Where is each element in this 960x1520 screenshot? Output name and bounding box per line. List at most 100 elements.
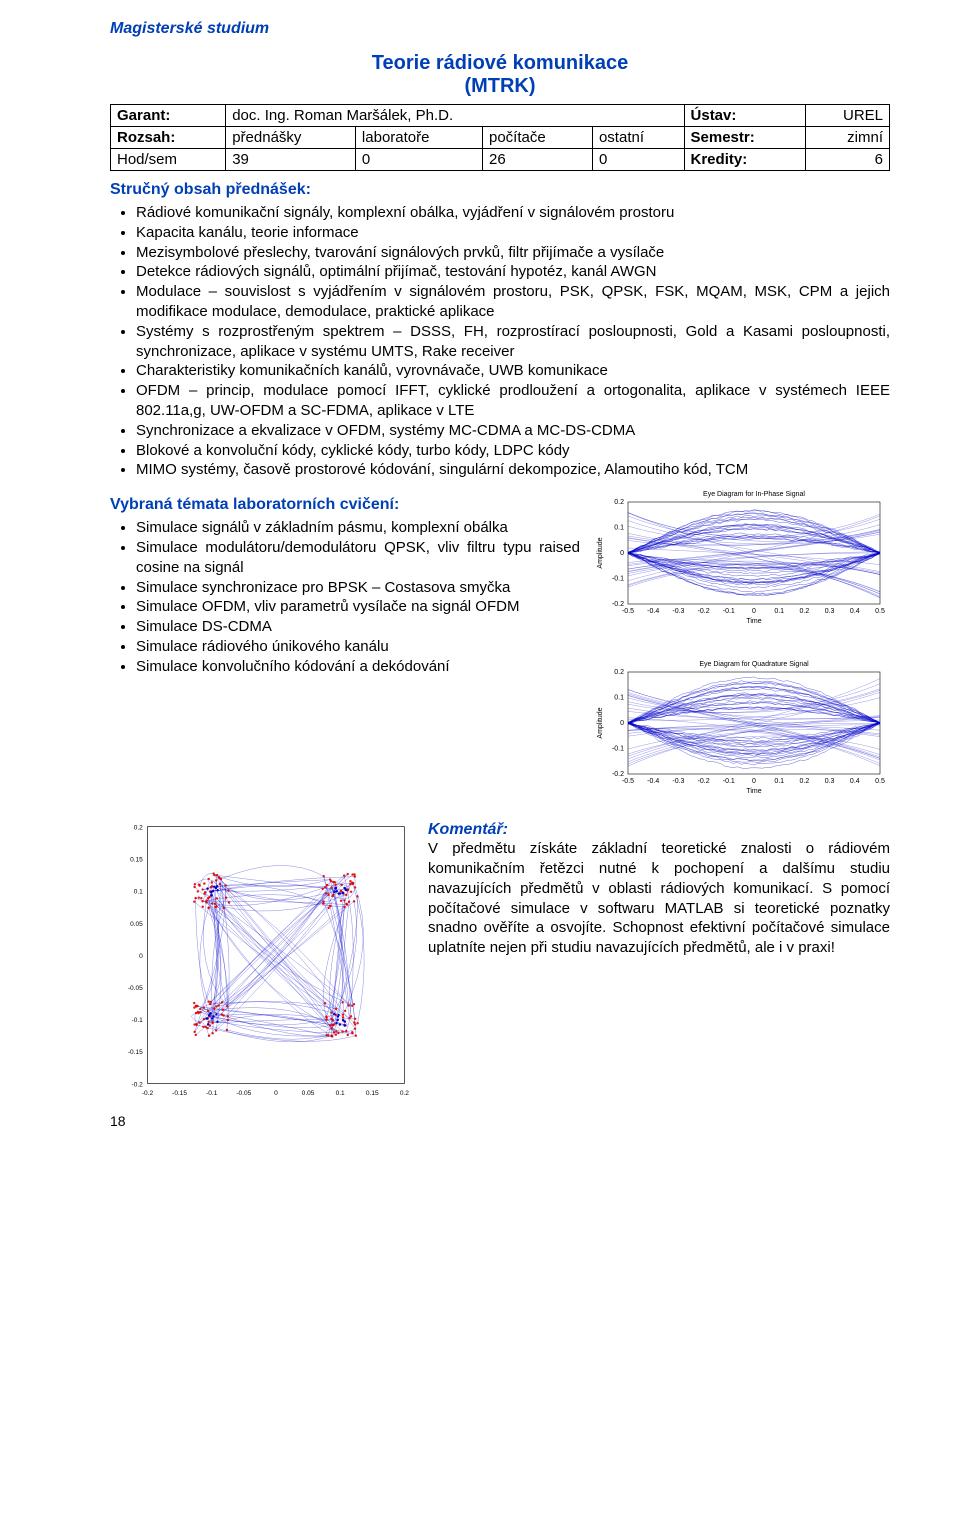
svg-text:-0.2: -0.2 xyxy=(142,1090,154,1097)
svg-text:Amplitude: Amplitude xyxy=(597,707,604,738)
svg-text:-0.2: -0.2 xyxy=(698,608,710,615)
list-item: Simulace rádiového únikového kanálu xyxy=(136,637,580,657)
svg-text:-0.1: -0.1 xyxy=(723,778,735,785)
semestr-label: Semestr: xyxy=(684,127,806,149)
svg-text:0.2: 0.2 xyxy=(614,669,624,676)
list-item: Simulace signálů v základním pásmu, komp… xyxy=(136,518,580,538)
svg-text:0.1: 0.1 xyxy=(774,608,784,615)
list-item: Systémy s rozprostřeným spektrem – DSSS,… xyxy=(136,322,890,362)
list-item: Simulace synchronizace pro BPSK – Costas… xyxy=(136,578,580,598)
svg-text:-0.5: -0.5 xyxy=(622,608,634,615)
program-label: Magisterské studium xyxy=(110,20,890,38)
svg-text:0: 0 xyxy=(752,778,756,785)
svg-text:Eye Diagram for In-Phase Signa: Eye Diagram for In-Phase Signal xyxy=(703,491,805,498)
svg-text:0: 0 xyxy=(274,1090,278,1097)
svg-text:0.1: 0.1 xyxy=(774,778,784,785)
svg-text:Amplitude: Amplitude xyxy=(597,537,604,568)
page-number: 18 xyxy=(110,1113,126,1129)
svg-text:-0.1: -0.1 xyxy=(132,1017,144,1024)
list-item: MIMO systémy, časově prostorové kódování… xyxy=(136,460,890,480)
list-item: Blokové a konvoluční kódy, cyklické kódy… xyxy=(136,441,890,461)
svg-text:0.3: 0.3 xyxy=(825,778,835,785)
svg-text:0.1: 0.1 xyxy=(614,525,624,532)
garant-value: doc. Ing. Roman Maršálek, Ph.D. xyxy=(226,105,684,127)
svg-text:0: 0 xyxy=(620,720,624,727)
svg-text:0.2: 0.2 xyxy=(134,825,143,832)
svg-text:-0.4: -0.4 xyxy=(647,608,659,615)
svg-text:-0.4: -0.4 xyxy=(647,778,659,785)
list-item: Charakteristiky komunikačních kanálů, vy… xyxy=(136,361,890,381)
svg-text:0.1: 0.1 xyxy=(336,1090,345,1097)
section-lab: Vybraná témata laboratorních cvičení: xyxy=(110,496,580,514)
svg-text:-0.15: -0.15 xyxy=(172,1090,187,1097)
list-item: Simulace DS-CDMA xyxy=(136,617,580,637)
svg-text:Time: Time xyxy=(746,618,761,625)
list-item: Simulace OFDM, vliv parametrů vysílače n… xyxy=(136,597,580,617)
col-laboratore: laboratoře xyxy=(355,127,482,149)
svg-text:0.05: 0.05 xyxy=(130,921,143,928)
svg-text:-0.3: -0.3 xyxy=(672,608,684,615)
svg-text:Eye Diagram for Quadrature Sig: Eye Diagram for Quadrature Signal xyxy=(699,661,809,668)
svg-text:0.4: 0.4 xyxy=(850,778,860,785)
svg-text:0: 0 xyxy=(139,953,143,960)
rozsah-label: Rozsah: xyxy=(111,127,226,149)
hours-other: 0 xyxy=(592,149,684,171)
svg-text:-0.3: -0.3 xyxy=(672,778,684,785)
list-item: Kapacita kanálu, teorie informace xyxy=(136,223,890,243)
svg-text:-0.2: -0.2 xyxy=(612,771,624,778)
list-item: OFDM – princip, modulace pomocí IFFT, cy… xyxy=(136,381,890,421)
svg-text:0: 0 xyxy=(620,550,624,557)
svg-text:-0.15: -0.15 xyxy=(128,1049,143,1056)
svg-text:0.3: 0.3 xyxy=(825,608,835,615)
svg-text:0.1: 0.1 xyxy=(134,889,143,896)
list-item: Mezisymbolové přeslechy, tvarování signá… xyxy=(136,243,890,263)
list-item: Detekce rádiových signálů, optimální při… xyxy=(136,262,890,282)
list-item: Synchronizace a ekvalizace v OFDM, systé… xyxy=(136,421,890,441)
hours-prednasky: 39 xyxy=(226,149,356,171)
lecture-topics-list: Rádiové komunikační signály, komplexní o… xyxy=(110,203,890,480)
hodsem-label: Hod/sem xyxy=(111,149,226,171)
svg-text:0.2: 0.2 xyxy=(614,499,624,506)
col-ostatni: ostatní xyxy=(592,127,684,149)
svg-text:0: 0 xyxy=(752,608,756,615)
svg-text:-0.2: -0.2 xyxy=(132,1081,144,1088)
svg-text:0.2: 0.2 xyxy=(400,1090,409,1097)
course-title: Teorie rádiové komunikace xyxy=(110,52,890,75)
col-prednasky: přednášky xyxy=(226,127,356,149)
svg-text:-0.05: -0.05 xyxy=(236,1090,251,1097)
comment-head: Komentář: xyxy=(428,821,890,839)
svg-text:-0.2: -0.2 xyxy=(698,778,710,785)
course-code: (MTRK) xyxy=(110,75,890,98)
svg-text:0.5: 0.5 xyxy=(875,778,885,785)
ustav-label: Ústav: xyxy=(684,105,806,127)
eye-diagrams: Eye Diagram for In-Phase Signal -0.5 -0.4 -… xyxy=(590,486,890,811)
hours-lab: 0 xyxy=(355,149,482,171)
svg-text:0.4: 0.4 xyxy=(850,608,860,615)
svg-text:-0.1: -0.1 xyxy=(612,746,624,753)
list-item: Modulace – souvislost s vyjádřením v sig… xyxy=(136,282,890,322)
svg-text:0.15: 0.15 xyxy=(130,857,143,864)
constellation-scatter: -0.2 -0.15 -0.1 -0.05 0 0.05 0.1 0.15 0.2 -0.2 -0.… xyxy=(110,821,410,1107)
svg-text:-0.05: -0.05 xyxy=(128,985,143,992)
svg-text:-0.1: -0.1 xyxy=(206,1090,218,1097)
comment-body: V předmětu získáte základní teoretické z… xyxy=(428,839,890,958)
svg-text:Time: Time xyxy=(746,788,761,795)
kredity-value: 6 xyxy=(806,149,890,171)
lab-topics-list: Simulace signálů v základním pásmu, komp… xyxy=(110,518,580,676)
list-item: Rádiové komunikační signály, komplexní o… xyxy=(136,203,890,223)
svg-text:-0.2: -0.2 xyxy=(612,601,624,608)
ustav-value: UREL xyxy=(806,105,890,127)
svg-text:0.15: 0.15 xyxy=(366,1090,379,1097)
section-lectures: Stručný obsah přednášek: xyxy=(110,181,890,199)
semestr-value: zimní xyxy=(806,127,890,149)
svg-text:0.2: 0.2 xyxy=(800,608,810,615)
list-item: Simulace konvolučního kódování a dekódov… xyxy=(136,657,580,677)
svg-text:0.05: 0.05 xyxy=(302,1090,315,1097)
svg-text:-0.5: -0.5 xyxy=(622,778,634,785)
svg-text:0.1: 0.1 xyxy=(614,695,624,702)
list-item: Simulace modulátoru/demodulátoru QPSK, v… xyxy=(136,538,580,578)
hours-pc: 26 xyxy=(482,149,592,171)
svg-text:-0.1: -0.1 xyxy=(723,608,735,615)
kredity-label: Kredity: xyxy=(684,149,806,171)
col-pocitace: počítače xyxy=(482,127,592,149)
